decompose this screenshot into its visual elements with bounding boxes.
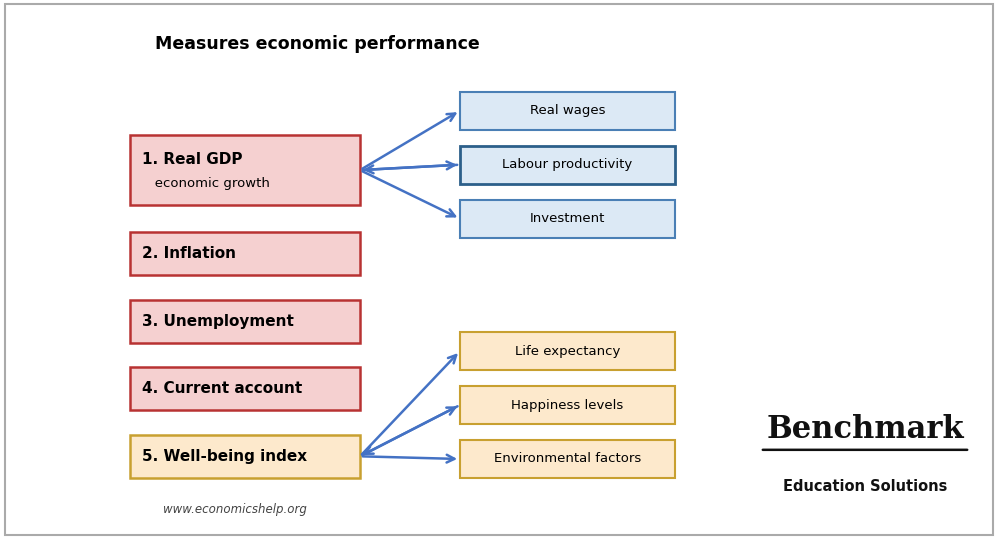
FancyBboxPatch shape	[130, 300, 360, 343]
Text: Benchmark: Benchmark	[766, 415, 964, 446]
Text: 5. Well-being index: 5. Well-being index	[142, 449, 307, 464]
FancyBboxPatch shape	[130, 232, 360, 275]
Text: economic growth: economic growth	[142, 177, 270, 190]
Text: 1. Real GDP: 1. Real GDP	[142, 152, 243, 167]
Text: Labour productivity: Labour productivity	[502, 158, 633, 171]
Text: Measures economic performance: Measures economic performance	[155, 35, 480, 53]
Text: Life expectancy: Life expectancy	[515, 345, 620, 357]
Text: Environmental factors: Environmental factors	[494, 453, 641, 465]
FancyBboxPatch shape	[460, 332, 675, 370]
FancyBboxPatch shape	[460, 146, 675, 184]
FancyBboxPatch shape	[460, 386, 675, 424]
Text: 3. Unemployment: 3. Unemployment	[142, 314, 294, 329]
FancyBboxPatch shape	[460, 92, 675, 130]
FancyBboxPatch shape	[130, 135, 360, 205]
Text: Investment: Investment	[530, 212, 605, 225]
Text: Happiness levels: Happiness levels	[511, 399, 624, 411]
FancyBboxPatch shape	[460, 200, 675, 238]
Text: 4. Current account: 4. Current account	[142, 381, 302, 396]
Text: Real wages: Real wages	[530, 104, 605, 117]
FancyBboxPatch shape	[130, 367, 360, 410]
FancyBboxPatch shape	[130, 435, 360, 478]
Text: Education Solutions: Education Solutions	[783, 479, 947, 494]
Text: 2. Inflation: 2. Inflation	[142, 246, 236, 261]
Text: www.economicshelp.org: www.economicshelp.org	[163, 503, 307, 516]
FancyBboxPatch shape	[460, 440, 675, 478]
